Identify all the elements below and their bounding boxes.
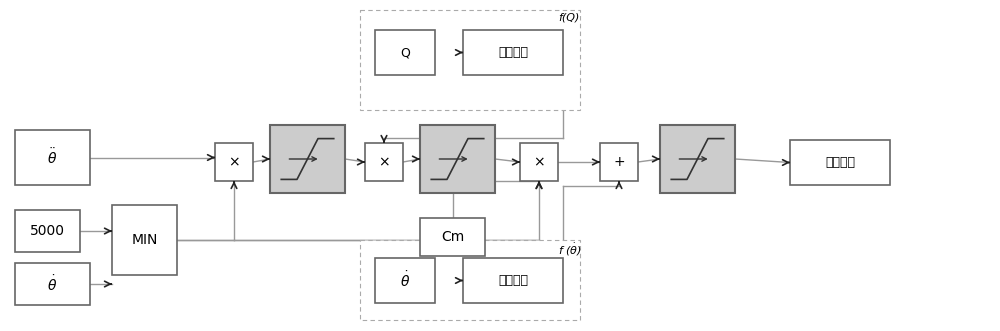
- Text: $\ddot{\theta}$: $\ddot{\theta}$: [47, 148, 58, 167]
- Bar: [463, 258, 563, 303]
- Bar: [420, 125, 495, 193]
- Text: $\dot{\theta}$: $\dot{\theta}$: [47, 274, 58, 294]
- Bar: [112, 205, 177, 275]
- Bar: [365, 143, 403, 181]
- Text: $\times$: $\times$: [228, 155, 240, 169]
- Bar: [360, 10, 580, 110]
- Text: MIN: MIN: [131, 233, 158, 247]
- Text: Cm: Cm: [441, 230, 464, 244]
- Text: $\times$: $\times$: [533, 155, 545, 169]
- Text: Q: Q: [400, 46, 410, 59]
- Bar: [600, 143, 638, 181]
- Text: $\times$: $\times$: [378, 155, 390, 169]
- Text: f ($\dot{\theta}$): f ($\dot{\theta}$): [558, 242, 582, 258]
- Text: 5000: 5000: [30, 224, 65, 238]
- Bar: [375, 258, 435, 303]
- Bar: [660, 125, 735, 193]
- Bar: [270, 125, 345, 193]
- Text: 指示扭矩: 指示扭矩: [825, 156, 855, 169]
- Text: $+$: $+$: [613, 155, 625, 169]
- Bar: [790, 140, 890, 185]
- Text: 标定表格: 标定表格: [498, 274, 528, 287]
- Bar: [360, 240, 580, 320]
- Bar: [463, 30, 563, 75]
- Bar: [15, 130, 90, 185]
- Bar: [375, 30, 435, 75]
- Bar: [520, 143, 558, 181]
- Bar: [15, 210, 80, 252]
- Bar: [215, 143, 253, 181]
- Text: f(Q): f(Q): [558, 12, 579, 22]
- Bar: [420, 218, 485, 256]
- Bar: [15, 263, 90, 305]
- Text: 标定表格: 标定表格: [498, 46, 528, 59]
- Text: $\dot{\theta}$: $\dot{\theta}$: [400, 271, 410, 290]
